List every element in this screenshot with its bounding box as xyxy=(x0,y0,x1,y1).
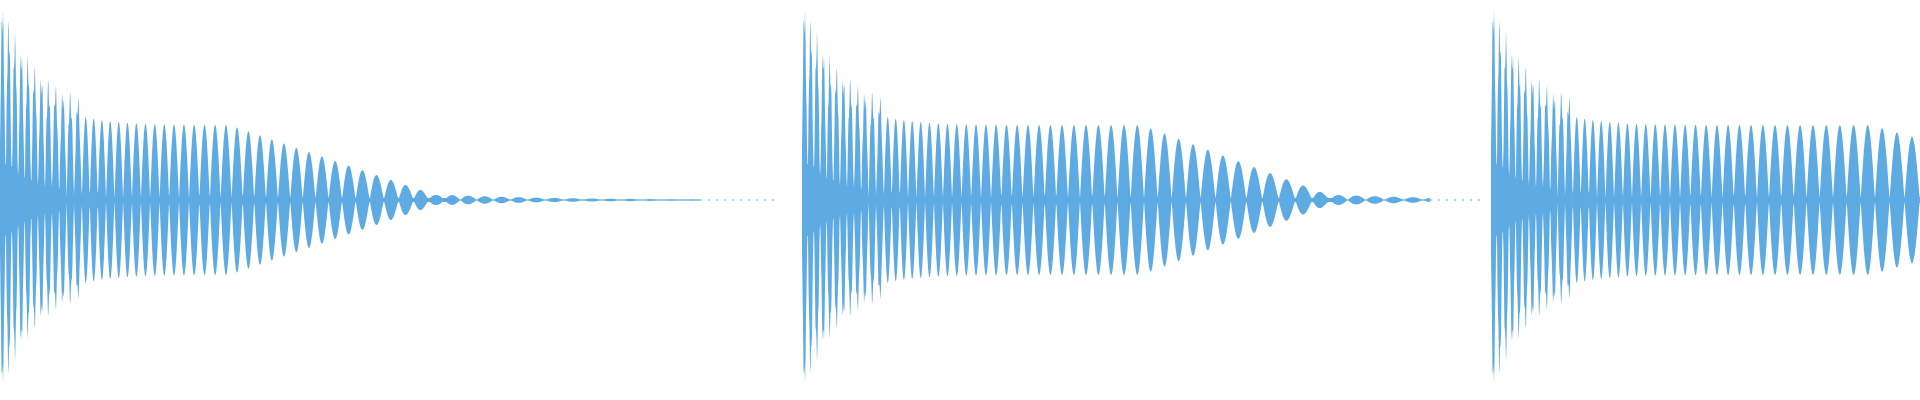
waveform-burst xyxy=(802,10,1430,384)
waveform-burst xyxy=(0,10,700,384)
waveform xyxy=(0,10,1920,384)
waveform-burst xyxy=(1491,10,1920,384)
